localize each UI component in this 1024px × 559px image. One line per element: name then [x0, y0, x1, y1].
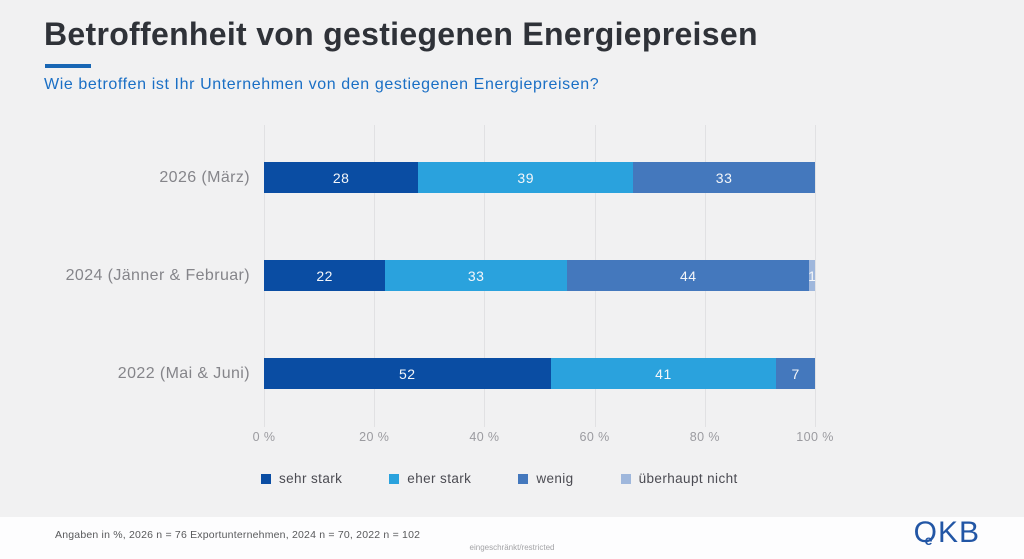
- legend-marker--berhaupt-nicht: [620, 473, 631, 484]
- value-label: 52: [398, 365, 416, 382]
- legend-label: wenig: [536, 471, 574, 486]
- legend-label: eher stark: [407, 471, 472, 486]
- page-title: Betroffenheit von gestiegenen Energiepre…: [44, 16, 758, 52]
- bar-segment--berhaupt-nicht: 1: [808, 260, 817, 291]
- category-label: 2022 (Mai & Juni): [117, 365, 250, 382]
- classification-label: eingeschränkt/restricted: [469, 543, 555, 552]
- bar-row-2024-j-nner-februar-: 22 33 44 1: [264, 260, 817, 291]
- bar-segment-wenig: 33: [633, 162, 815, 193]
- category-label: 2024 (Jänner & Februar): [65, 267, 250, 284]
- legend-item-eher-stark: eher stark: [389, 471, 471, 486]
- legend-item--berhaupt-nicht: überhaupt nicht: [620, 471, 738, 486]
- value-label: 22: [316, 267, 333, 284]
- bar-row-2026-m-rz-: 28 39 33: [264, 162, 815, 193]
- legend-item-sehr-stark: sehr stark: [261, 471, 342, 486]
- footer: Angaben in %, 2026 n = 76 Exportunterneh…: [0, 517, 1024, 559]
- x-tick-label: 100 %: [796, 430, 834, 444]
- legend-item-wenig: wenig: [518, 471, 573, 486]
- legend-marker-sehr-stark: [261, 473, 271, 484]
- bar-segment-eher-stark: 41: [550, 358, 777, 389]
- value-label: 33: [715, 169, 733, 186]
- bar-segment-wenig: 44: [567, 260, 810, 291]
- bar-segment-wenig: 7: [776, 358, 815, 389]
- legend-marker-wenig: [518, 473, 529, 484]
- value-label: 41: [655, 365, 672, 382]
- x-tick-label: 0 %: [252, 430, 276, 444]
- gridline: [815, 125, 816, 427]
- value-label: 39: [517, 169, 534, 186]
- stacked-bar-chart: 0 % 20 % 40 % 60 % 80 % 100 % 2026 (März) 28 39…: [0, 125, 1024, 517]
- x-tick-label: 20 %: [359, 430, 390, 444]
- value-label: 28: [332, 169, 350, 186]
- bar-segment-eher-stark: 33: [385, 260, 568, 291]
- bar-segment-sehr-stark: 52: [264, 358, 551, 389]
- chart-question: Wie betroffen ist Ihr Unternehmen von de…: [44, 76, 600, 93]
- bar-segment-sehr-stark: 28: [264, 162, 419, 193]
- logo-letter-e: e: [924, 532, 933, 548]
- x-tick-label: 40 %: [469, 430, 500, 444]
- bar-segment-eher-stark: 39: [418, 162, 634, 193]
- value-label: 33: [467, 267, 485, 284]
- value-label: 7: [791, 365, 800, 382]
- legend: sehr stark eher stark wenig überhaupt nicht: [261, 471, 738, 486]
- legend-label: überhaupt nicht: [638, 471, 738, 486]
- legend-marker-eher-stark: [389, 473, 400, 484]
- value-label: 44: [679, 267, 697, 284]
- bar-segment-sehr-stark: 22: [264, 260, 386, 291]
- title-accent-underline: [45, 64, 91, 68]
- legend-label: sehr stark: [279, 471, 343, 486]
- value-label: 1: [808, 267, 817, 284]
- bar-row-2022-mai-juni-: 52 41 7: [264, 358, 815, 389]
- logo-letters-kb: KB: [937, 516, 980, 549]
- x-tick-label: 60 %: [579, 430, 610, 444]
- category-label: 2026 (März): [159, 169, 250, 186]
- footnote: Angaben in %, 2026 n = 76 Exportunterneh…: [55, 529, 421, 541]
- x-tick-label: 80 %: [689, 430, 720, 444]
